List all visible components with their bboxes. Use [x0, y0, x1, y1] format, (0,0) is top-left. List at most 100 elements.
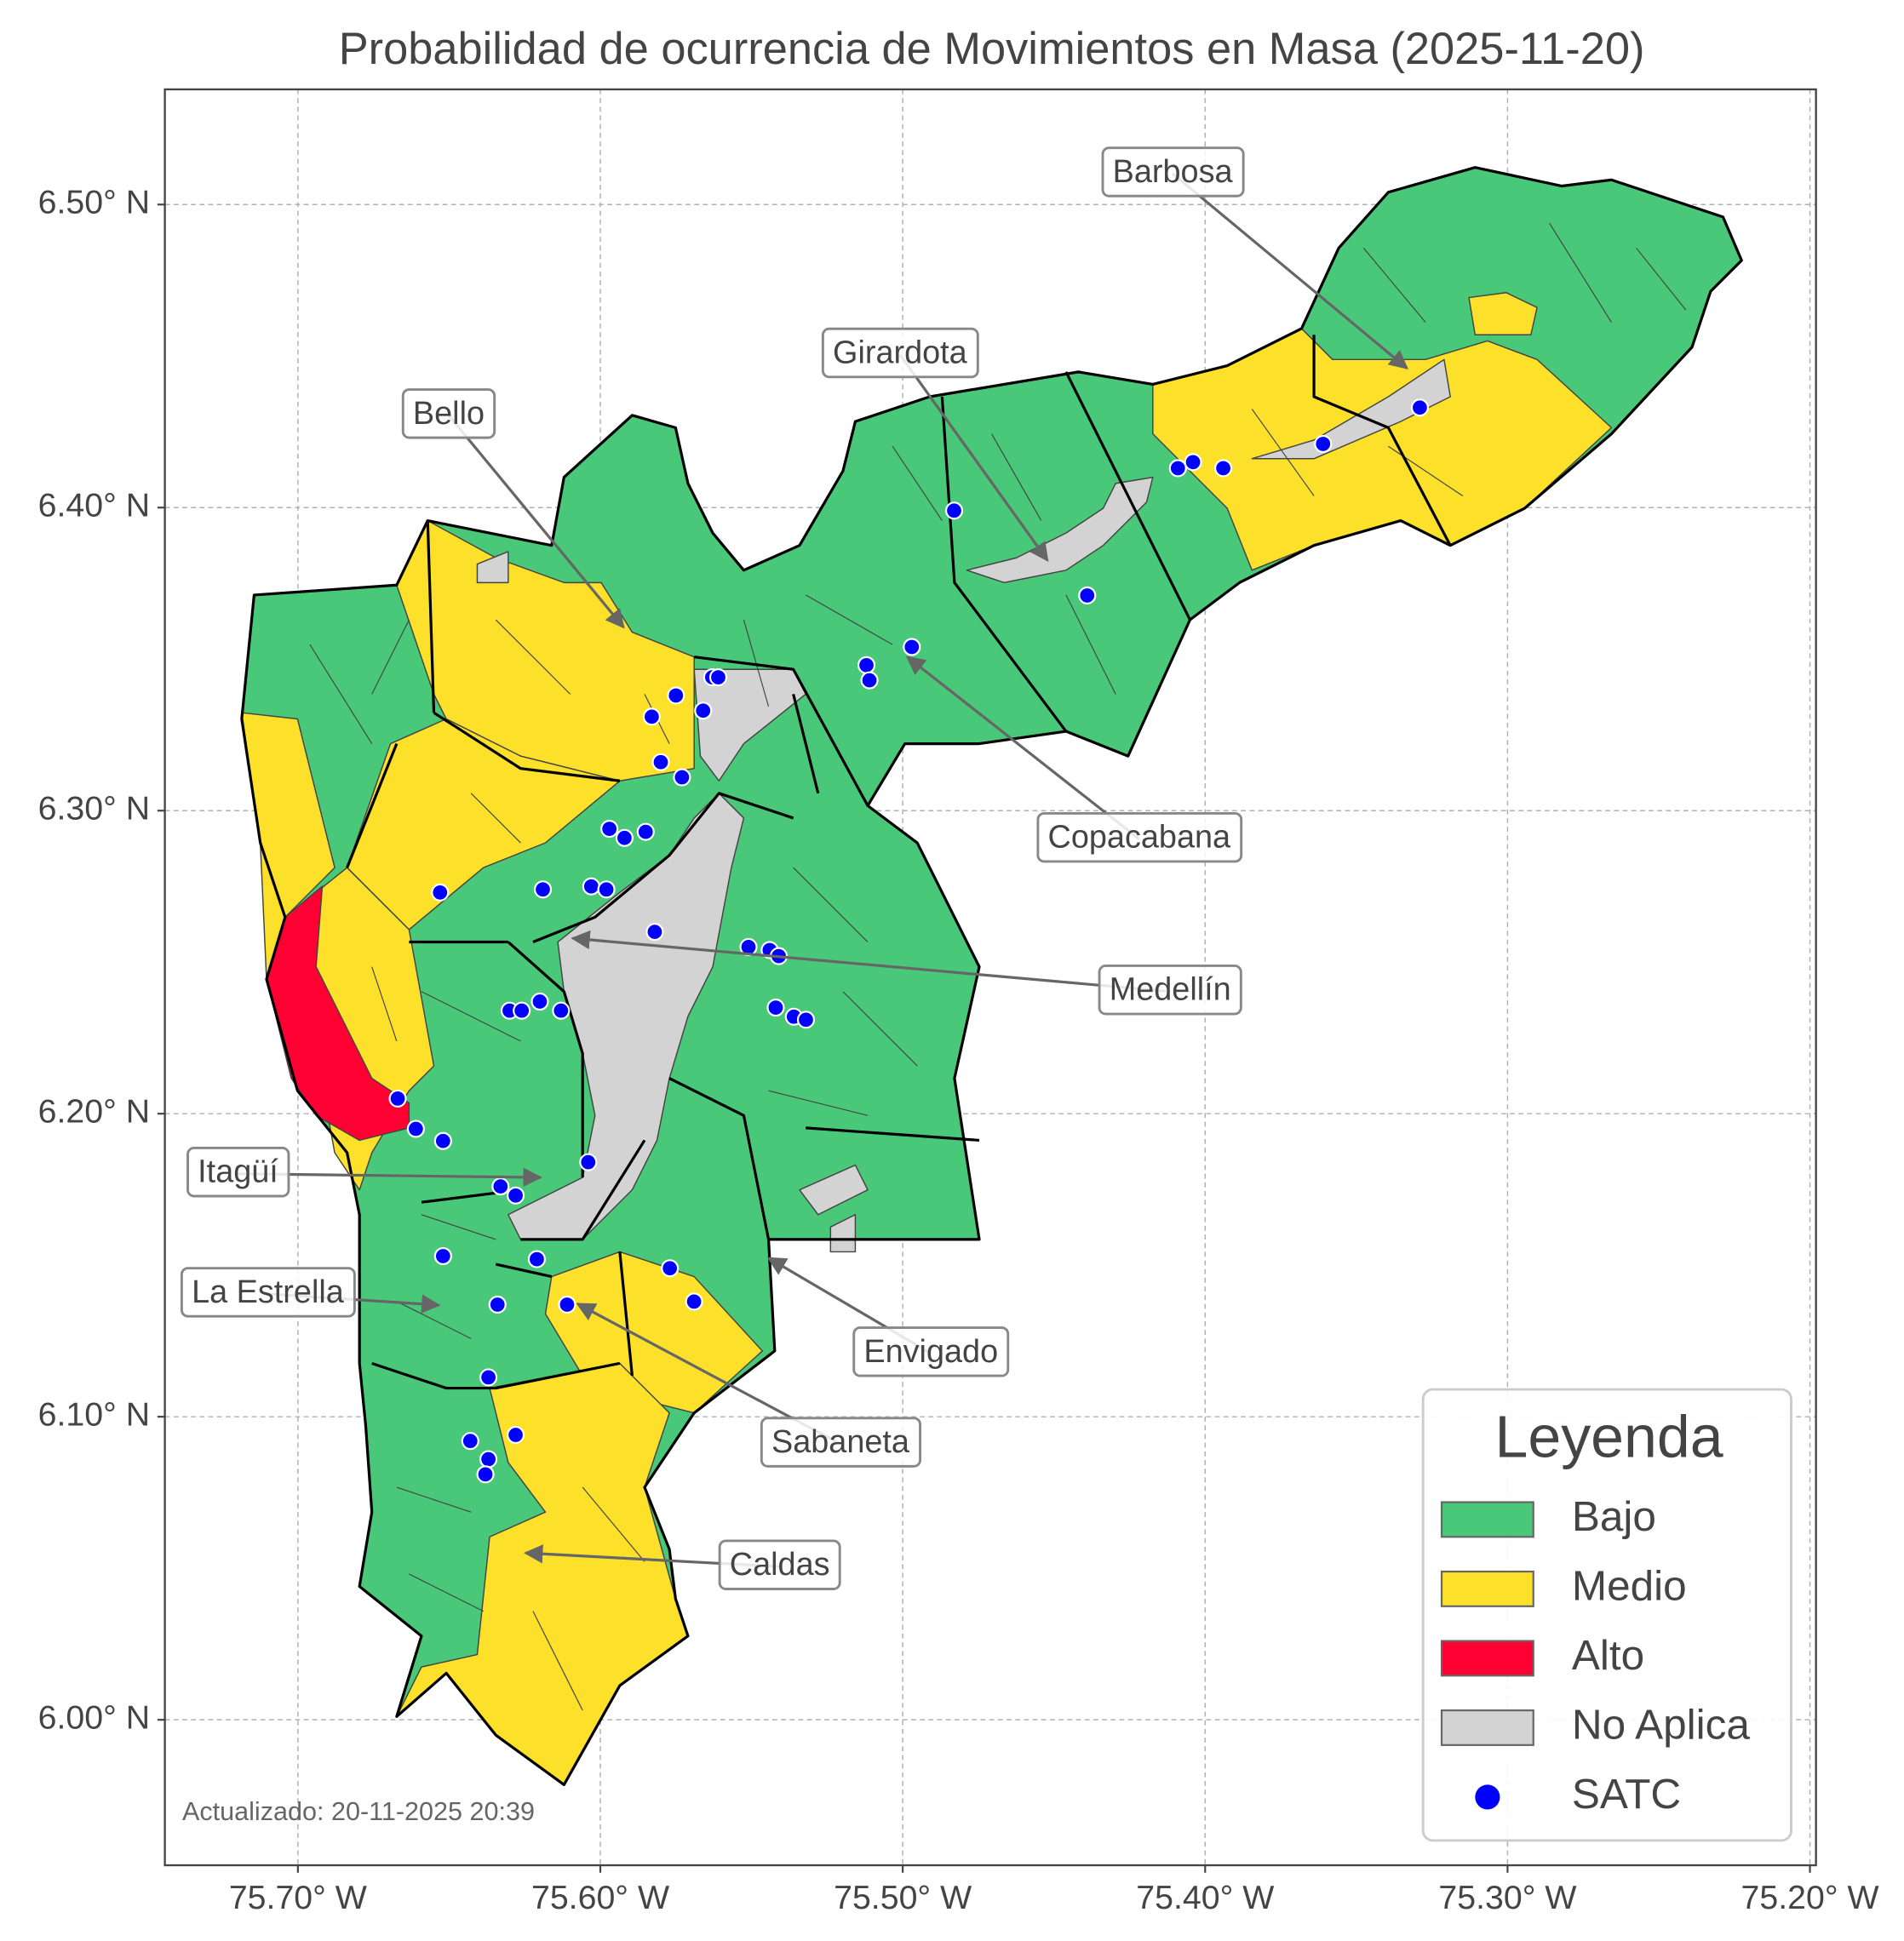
- annotation-box: [1036, 811, 1243, 863]
- annotation-box: [718, 1539, 841, 1590]
- satc-point: [582, 877, 600, 896]
- satc-point: [388, 1089, 407, 1108]
- plot-frame: [163, 88, 1817, 1867]
- satc-point: [667, 686, 685, 705]
- annotation-label: Medellín: [1110, 972, 1231, 1008]
- satc-point: [600, 820, 619, 839]
- annotation-label: Girardota: [833, 335, 968, 371]
- annotation-box: [186, 1147, 290, 1198]
- satc-point: [476, 1465, 495, 1484]
- satc-point: [433, 1246, 452, 1266]
- satc-point: [513, 1001, 531, 1020]
- satc-point: [796, 1011, 816, 1029]
- legend-marker: [1475, 1784, 1500, 1810]
- satc-point: [708, 668, 728, 687]
- legend-swatch: [1440, 1501, 1534, 1538]
- region-no-aplica: [1251, 358, 1451, 460]
- annotation-label: Itagüí: [198, 1154, 278, 1190]
- satc-point: [488, 1295, 507, 1314]
- legend-swatch: [1440, 1570, 1534, 1607]
- footnote: Actualizado: 20-11-2025 20:39: [182, 1797, 535, 1826]
- annotation-label: Bello: [413, 396, 485, 432]
- map-title: Probabilidad de ocurrencia de Movimiento…: [339, 25, 1645, 74]
- legend-label: Medio: [1572, 1562, 1687, 1609]
- satc-point: [857, 656, 876, 674]
- annotation-box: [180, 1267, 356, 1318]
- legend-label: No Aplica: [1572, 1702, 1751, 1749]
- satc-point: [507, 1425, 525, 1445]
- satc-point: [406, 1119, 425, 1138]
- satc-point: [1168, 459, 1187, 478]
- satc-point: [645, 923, 664, 942]
- x-tick-label: 75.50° W: [834, 1879, 972, 1916]
- satc-point: [673, 768, 691, 787]
- satc-points: [388, 398, 1429, 1484]
- annotation-label: Copacabana: [1048, 820, 1231, 856]
- satc-point: [597, 880, 616, 899]
- satc-point: [433, 1131, 452, 1150]
- satc-point: [642, 707, 661, 726]
- satc-point: [491, 1177, 510, 1196]
- satc-point: [558, 1295, 576, 1314]
- axis-ticks: 75.70° W 75.60° W 75.50° W 75.40° W 75.30° W…: [38, 184, 1879, 1917]
- satc-point: [479, 1368, 498, 1387]
- y-tick-label: 6.10° N: [38, 1396, 151, 1434]
- legend-label: Bajo: [1572, 1493, 1656, 1540]
- annotation-box: [1098, 965, 1242, 1016]
- annotation-label: La Estrella: [192, 1274, 345, 1310]
- satc-point: [1314, 434, 1333, 454]
- y-tick-label: 6.40° N: [38, 487, 151, 524]
- region-border: [240, 166, 1743, 1787]
- legend-swatch: [1440, 1640, 1534, 1677]
- annotation-box: [821, 327, 979, 379]
- x-tick-label: 75.40° W: [1136, 1879, 1274, 1916]
- annotation-label: Barbosa: [1113, 154, 1234, 190]
- y-tick-label: 6.50° N: [38, 184, 151, 221]
- satc-point: [527, 1250, 546, 1268]
- satc-point: [530, 992, 549, 1011]
- region-medio: [1468, 291, 1538, 335]
- x-tick-label: 75.60° W: [531, 1879, 669, 1916]
- satc-point: [636, 822, 655, 841]
- x-tick-label: 75.30° W: [1438, 1879, 1576, 1916]
- satc-point: [431, 883, 450, 902]
- annotation-box: [1101, 146, 1245, 198]
- annotation-arrow: [447, 414, 625, 629]
- annotation-box: [760, 1417, 922, 1468]
- satc-point: [903, 638, 921, 656]
- annotation-arrow: [571, 930, 1171, 993]
- satc-point: [1184, 453, 1202, 472]
- satc-point: [651, 753, 670, 771]
- satc-point: [615, 828, 634, 847]
- annotation-label: Envigado: [863, 1334, 998, 1370]
- legend-title: Leyenda: [1495, 1404, 1723, 1470]
- annotation-arrow: [898, 353, 1049, 562]
- legend-swatch: [1440, 1709, 1534, 1746]
- annotation-label: Sabaneta: [771, 1424, 910, 1460]
- annotation-box: [852, 1326, 1010, 1377]
- x-tick-label: 75.20° W: [1741, 1879, 1879, 1916]
- satc-point: [533, 880, 553, 899]
- annotation-box: [401, 388, 496, 439]
- satc-point: [685, 1292, 703, 1311]
- satc-point: [1214, 459, 1233, 478]
- satc-point: [661, 1259, 680, 1278]
- satc-point: [944, 501, 964, 520]
- legend-label: Alto: [1572, 1632, 1644, 1679]
- annotations: Barbosa Girardota Bello Copacabana Medellín I…: [180, 146, 1408, 1590]
- region-no-aplica: [966, 476, 1154, 584]
- legend: Leyenda Bajo Medio Alto No Aplica SATC: [1421, 1388, 1792, 1842]
- satc-point: [860, 671, 879, 690]
- y-tick-label: 6.00° N: [38, 1699, 151, 1737]
- satc-point: [1078, 586, 1097, 605]
- y-tick-label: 6.20° N: [38, 1093, 151, 1131]
- annotation-label: Caldas: [730, 1547, 830, 1583]
- satc-point: [479, 1450, 498, 1469]
- x-tick-label: 75.70° W: [229, 1879, 367, 1916]
- y-tick-label: 6.30° N: [38, 790, 151, 827]
- satc-point: [507, 1186, 525, 1205]
- satc-point: [694, 701, 713, 720]
- satc-point: [461, 1432, 479, 1451]
- region-no-aplica: [476, 551, 509, 584]
